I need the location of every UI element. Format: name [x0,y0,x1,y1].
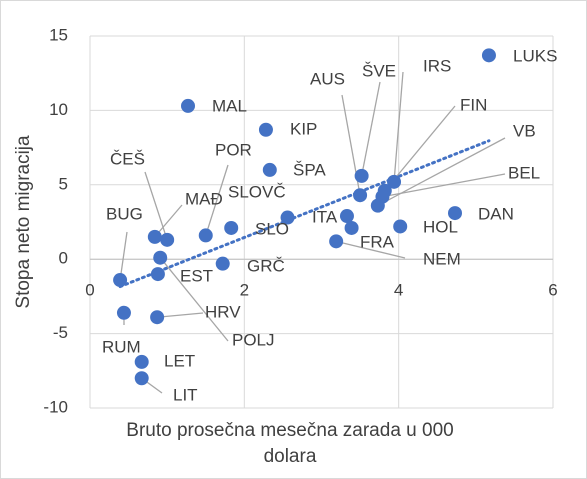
point-label: MAĐ [185,189,223,208]
leader-line [119,231,128,281]
point [150,267,165,282]
point [147,229,162,244]
y-tick-label: 5 [59,174,68,193]
point-label: MAL [212,96,247,115]
point [153,250,168,265]
y-tick-label: 0 [59,249,68,268]
point [262,162,277,177]
point [393,219,408,234]
point [134,371,149,386]
point [198,228,213,243]
point [160,232,175,247]
x-tick-label: 0 [85,281,94,300]
y-tick-label: 15 [49,25,68,44]
point [481,48,496,63]
point-label: LET [164,351,195,370]
x-tick-label: 6 [548,281,557,300]
point-label: ŠVE [362,61,396,80]
y-tick-label: 10 [49,100,68,119]
y-tick-label: -5 [53,323,68,342]
point [258,122,273,137]
point-label: DAN [478,204,514,223]
point-label: AUS [310,69,345,88]
point-label: BUG [106,204,143,223]
point-label: LUKS [513,46,557,65]
point-label: POR [215,140,252,159]
y-tick-label: -10 [43,397,68,416]
point-label: IRS [423,56,451,75]
point [447,206,462,221]
leader-line [159,257,229,342]
point-label: BEL [508,163,540,182]
trendline [118,139,491,289]
point-label: FIN [460,95,487,114]
point [280,210,295,225]
point-label: ŠPA [293,160,326,179]
point-label: VB [513,121,536,140]
point-label: HRV [205,302,241,321]
point [344,220,359,235]
point-label: NEM [423,249,461,268]
point-label: LIT [173,385,198,404]
leader-line [205,164,229,236]
point [387,174,402,189]
point [339,209,354,224]
point [116,305,131,320]
leader-line [360,81,381,176]
point [113,273,128,288]
point [329,234,344,249]
point-label: ČEŠ [110,149,145,168]
point-label: RUM [102,337,141,356]
x-tick-label: 4 [394,281,403,300]
leader-line [144,171,168,241]
point-label: POLJ [232,330,275,349]
leader-line [157,312,204,318]
x-tick-label: 2 [240,281,249,300]
point [370,198,385,213]
point-label: GRČ [247,256,285,275]
x-axis-label: Bruto prosečna mesečna zarada u 000 dola… [126,420,454,467]
point-label: SLOVČ [228,182,286,201]
point-label: SLO [255,219,289,238]
leader-line [393,71,404,182]
point-label: KIP [290,119,317,138]
point [150,310,165,325]
y-axis-label: Stopa neto migracija [13,135,34,309]
point-label: HOL [423,217,458,236]
point-label: EST [180,266,213,285]
point [181,98,196,113]
point [215,256,230,271]
point-label: FRA [360,232,395,251]
point [134,354,149,369]
point [224,220,239,235]
leader-line [377,137,506,207]
point-label: ITA [312,207,338,226]
leader-line [336,240,406,259]
point [354,168,369,183]
point [353,188,368,203]
